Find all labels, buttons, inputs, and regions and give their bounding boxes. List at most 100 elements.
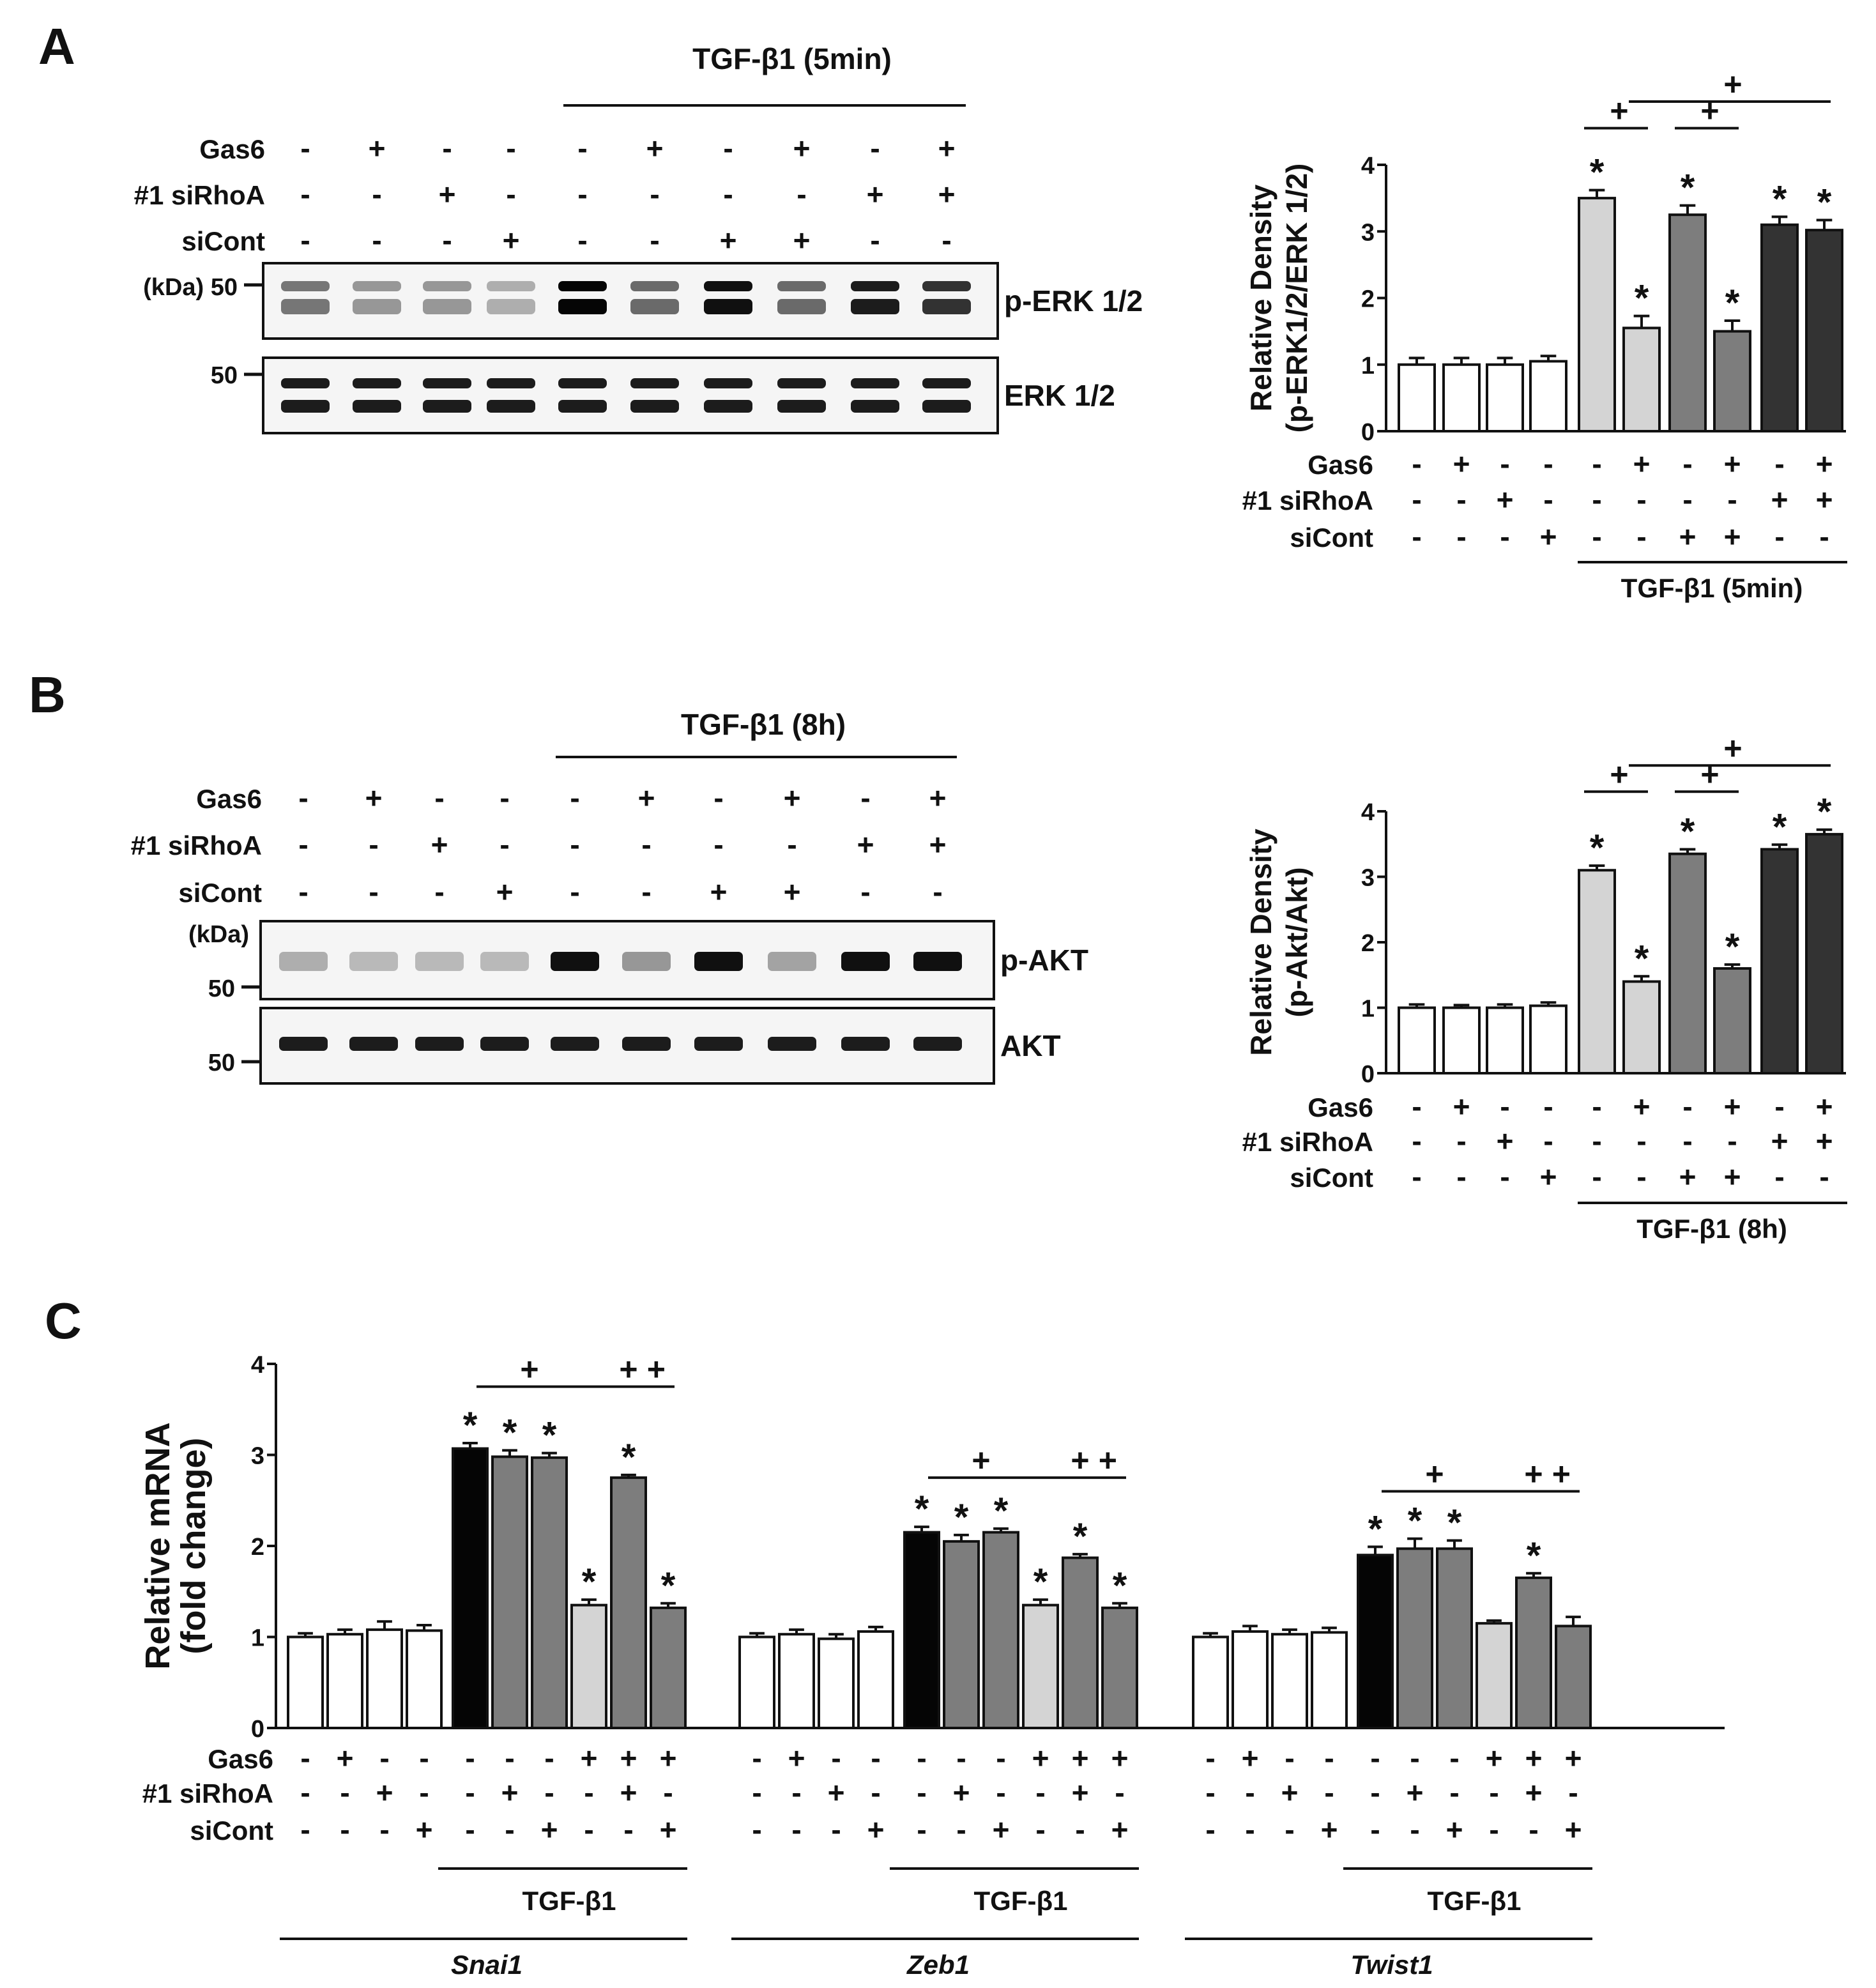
- chart-C-twist1-star: *: [1408, 1501, 1422, 1542]
- panel-panelA-sign: -: [442, 132, 452, 165]
- panel-panelA-blot-band: [922, 281, 971, 291]
- chart-C-twist1-sign: -: [1370, 1813, 1380, 1846]
- panel-panelB-sign: +: [929, 828, 947, 861]
- chart-C-snai1-bar: [326, 1633, 363, 1730]
- chart-A-sign: -: [1543, 483, 1553, 516]
- panel-panelA-sign: +: [793, 224, 811, 257]
- chart-C-twist1-sign: -: [1568, 1776, 1578, 1809]
- chart-B-bar: [1442, 1006, 1481, 1074]
- panel-panelA-blot-band: [851, 378, 899, 388]
- chart-B-y-tick-label: 1: [1361, 996, 1375, 1023]
- panel-panelA-blot-band: [281, 281, 330, 291]
- panel-panelB-sign: -: [713, 828, 723, 861]
- chart-C-twist1-sign: -: [1529, 1813, 1538, 1846]
- chart-B-y-tick-label: 4: [1361, 799, 1375, 826]
- chart-B-sig-mark: +: [1723, 730, 1742, 766]
- panel-panelA-row-label-1: #1 siRhoA: [134, 180, 265, 210]
- chart-A-bar: [1578, 197, 1616, 432]
- panel-panelB-blot-band: [480, 1037, 529, 1051]
- chart-C-snai1-treatment-label: TGF-β1: [522, 1886, 616, 1916]
- chart-C-snai1-sign: -: [663, 1776, 673, 1809]
- chart-B-sign: +: [1724, 1090, 1741, 1123]
- chart-C-snai1-sign: -: [340, 1813, 349, 1846]
- panel-panelA-blot-band: [487, 400, 535, 413]
- chart-C-y-label: Relative mRNA: [139, 1422, 177, 1669]
- chart-B-star: *: [1681, 811, 1695, 852]
- panel-C-label: C: [45, 1292, 82, 1349]
- chart-C-snai1-bar: [570, 1603, 607, 1729]
- chart-C-zeb1-treatment-label: TGF-β1: [974, 1886, 1068, 1916]
- panel-panelB-sign: -: [933, 875, 942, 908]
- chart-A-row-label: siCont: [1290, 523, 1373, 553]
- panel-panelB-blot-band: [415, 952, 464, 971]
- panel-panelA-blot-band: [353, 281, 401, 291]
- chart-C-twist1-bar: [1436, 1547, 1473, 1729]
- chart-C-snai1-sig-mark: +: [647, 1352, 666, 1388]
- panel-panelA-sign: -: [372, 224, 381, 257]
- chart-C-twist1-sign: +: [1565, 1813, 1582, 1846]
- chart-C-zeb1-sign: +: [1111, 1813, 1129, 1846]
- chart-B-sign: +: [1724, 1160, 1741, 1193]
- panel-panelB-sign: -: [860, 781, 870, 814]
- chart-C-twist1-sign: -: [1285, 1813, 1294, 1846]
- chart-B-sign: -: [1592, 1124, 1601, 1158]
- panel-panelA-sign: -: [797, 178, 806, 211]
- chart-C-y-tick-label: 4: [251, 1352, 264, 1379]
- chart-C-zeb1-star: *: [1113, 1565, 1127, 1607]
- panel-panelB-sign: -: [570, 781, 579, 814]
- chart-C-zeb1-star: *: [1073, 1516, 1088, 1557]
- panel-panelA-blot-band: [423, 299, 471, 314]
- chart-B-sign: -: [1456, 1124, 1466, 1158]
- chart-C-zeb1-star: *: [954, 1497, 969, 1538]
- chart-A-sign: -: [1592, 483, 1601, 516]
- panel-panelA-sign: +: [793, 132, 811, 165]
- chart-C-twist1-sign: +: [1242, 1741, 1259, 1775]
- chart-C-zeb1-sign: +: [993, 1813, 1010, 1846]
- chart-C-snai1-sign: -: [584, 1776, 593, 1809]
- chart-B-bar: [1486, 1006, 1524, 1074]
- panel-panelA-blot-band: [922, 400, 971, 413]
- chart-C-twist1-sign: +: [1486, 1741, 1503, 1775]
- chart-C-zeb1-sign: +: [867, 1813, 885, 1846]
- chart-C-snai1-star: *: [542, 1415, 557, 1457]
- chart-B-bar: [1398, 1006, 1436, 1074]
- chart-C-snai1-sign: -: [465, 1776, 475, 1809]
- chart-C-zeb1-sign: -: [871, 1776, 880, 1809]
- chart-C-zeb1-bar: [943, 1540, 980, 1729]
- chart-C-zeb1-sign: -: [1035, 1776, 1045, 1809]
- chart-C-snai1-sign: -: [419, 1741, 429, 1775]
- chart-C-twist1-star: *: [1447, 1502, 1462, 1543]
- chart-A-sign: -: [1727, 483, 1737, 516]
- chart-B-sign: -: [1543, 1090, 1553, 1123]
- panel-panelA-sign: +: [646, 132, 664, 165]
- chart-A-bar: [1486, 363, 1524, 432]
- chart-C-snai1-sign: +: [416, 1813, 433, 1846]
- chart-A-sign: -: [1819, 520, 1829, 553]
- panel-panelA-blot-band: [353, 378, 401, 388]
- panel-panelA-sign: +: [439, 178, 456, 211]
- panel-panelA-row-label-0: Gas6: [199, 134, 265, 164]
- chart-C-snai1-star: *: [463, 1405, 478, 1446]
- panel-panelA-sign: -: [442, 224, 452, 257]
- chart-B-sign: -: [1456, 1160, 1466, 1193]
- panel-panelA-sign: -: [942, 224, 951, 257]
- chart-C-twist1-sign: -: [1285, 1741, 1294, 1775]
- chart-C-twist1-sign: -: [1205, 1813, 1215, 1846]
- panel-panelB-blot-band: [349, 952, 398, 971]
- chart-B-sign: -: [1500, 1090, 1509, 1123]
- chart-C-twist1-sign: -: [1449, 1776, 1459, 1809]
- panel-panelA-sign: +: [938, 178, 956, 211]
- chart-A-y-label: (p-ERK1/2/ERK 1/2): [1280, 164, 1313, 433]
- panel-panelB-sign: +: [929, 781, 947, 814]
- chart-A-sign: -: [1682, 447, 1692, 480]
- chart-B-sign: +: [1816, 1124, 1833, 1158]
- chart-C-zeb1-sign: -: [831, 1741, 841, 1775]
- chart-A-sign: +: [1633, 447, 1651, 480]
- chart-C-zeb1-sign: +: [1111, 1741, 1129, 1775]
- chart-B-star: *: [1773, 806, 1787, 848]
- panel-panelA-label: A: [38, 18, 75, 75]
- chart-B-y-tick-label: 2: [1361, 930, 1375, 957]
- chart-C-twist1-bar: [1396, 1547, 1433, 1729]
- chart-C-zeb1-sign: -: [871, 1741, 880, 1775]
